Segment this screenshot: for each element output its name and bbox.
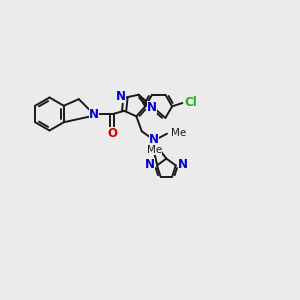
Text: Cl: Cl — [185, 96, 197, 109]
Text: N: N — [147, 101, 157, 114]
Text: Me: Me — [147, 145, 162, 155]
Text: N: N — [145, 158, 154, 171]
Text: N: N — [178, 158, 188, 171]
Text: N: N — [149, 133, 159, 146]
Text: N: N — [116, 90, 126, 103]
Text: N: N — [89, 108, 99, 121]
Text: O: O — [107, 127, 117, 140]
Text: Me: Me — [171, 128, 186, 138]
